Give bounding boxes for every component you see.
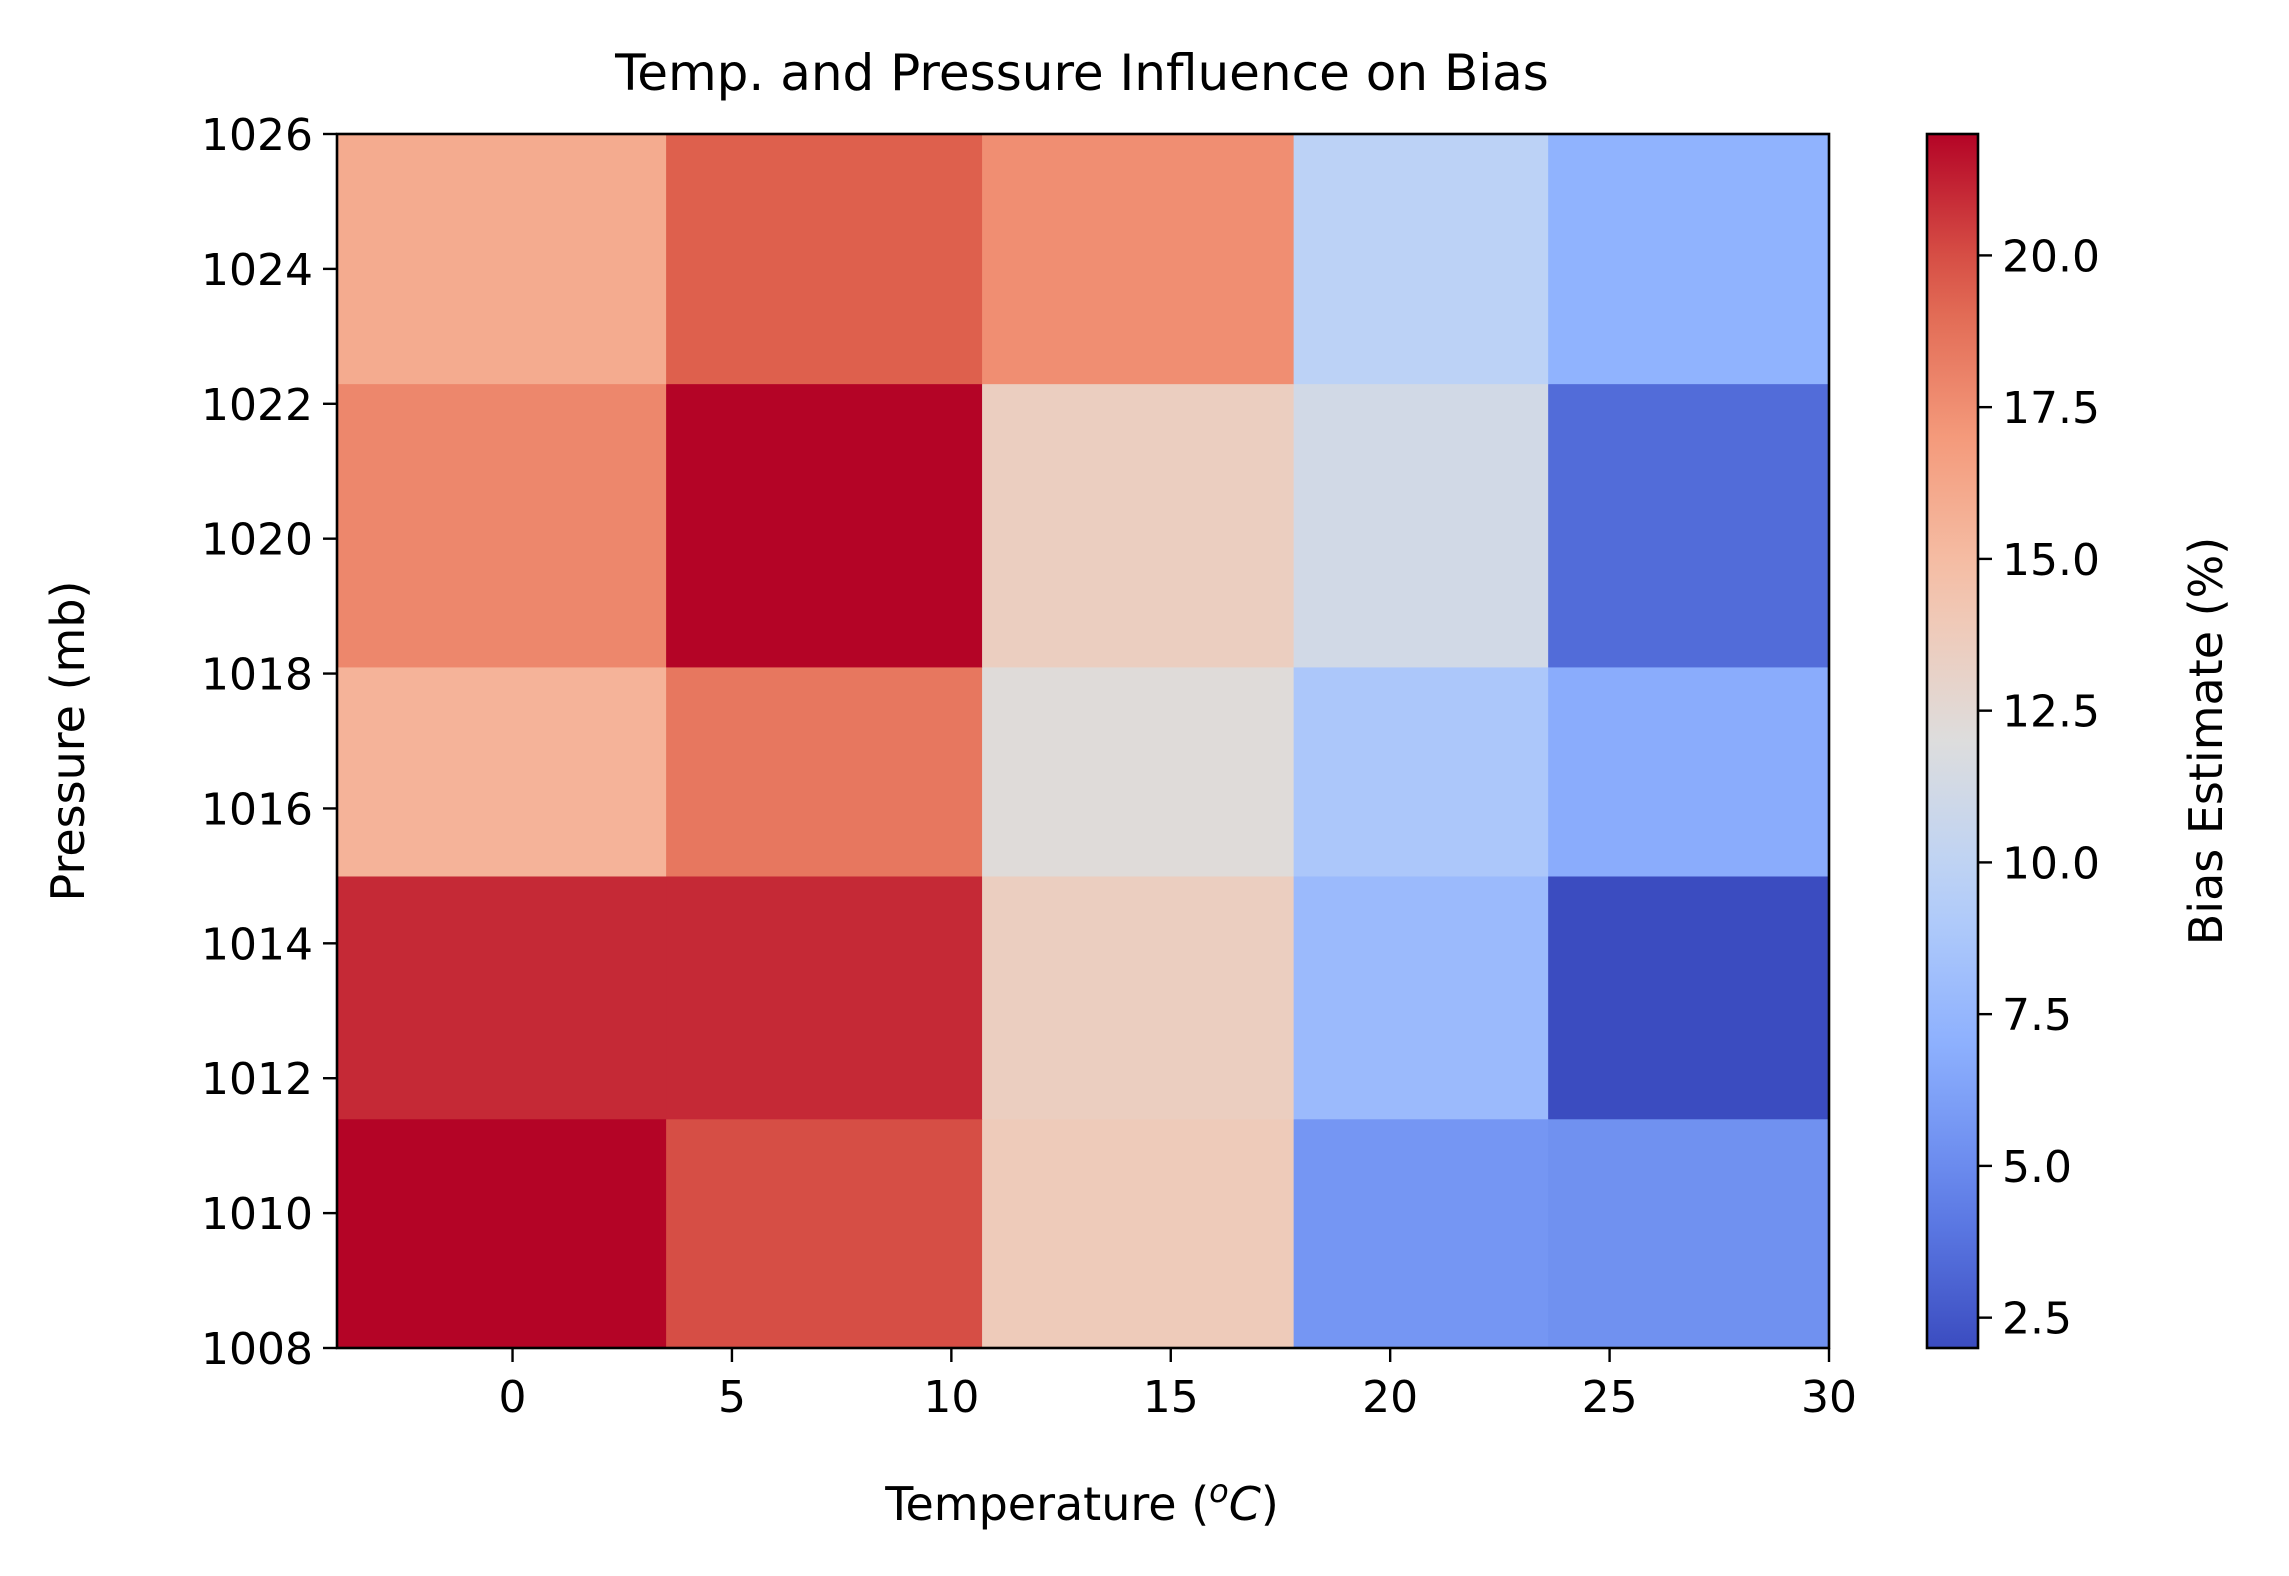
heatmap-cell [337, 1118, 667, 1349]
heatmap-cell [1548, 875, 1830, 1120]
colorbar-ticks: 2.5 5.0 7.5 10.0 12.5 15.0 17.5 20.0 [1978, 231, 2100, 1345]
y-axis-ticks: 1008 1010 1012 1014 1016 1018 1020 1022 1024 1026 [201, 110, 337, 1375]
colorbar-tick-label: 2.5 [2002, 1294, 2072, 1345]
x-axis-label-unit: C [1229, 1477, 1261, 1531]
y-tick-label: 1020 [201, 515, 313, 566]
x-axis-label-sup: o [1209, 1472, 1229, 1510]
y-tick-label: 1022 [201, 380, 313, 431]
y-tick-label: 1024 [201, 245, 313, 296]
y-tick-label: 1016 [201, 784, 313, 835]
x-tick-label: 30 [1801, 1372, 1857, 1423]
plot-frame [335, 132, 1831, 1350]
heatmap-cell [1293, 1118, 1549, 1349]
y-tick-label: 1026 [201, 110, 313, 161]
heatmap-cell [1548, 666, 1830, 877]
heatmap-cell [982, 383, 1295, 668]
heatmap-cell [982, 875, 1295, 1120]
x-tick-label: 5 [718, 1372, 746, 1423]
heatmap-cell [982, 666, 1295, 877]
heatmap-cell [337, 875, 667, 1120]
heatmap-cell [666, 134, 983, 385]
x-axis-label: Temperature (oC) [884, 1472, 1279, 1531]
x-axis-ticks: 0 5 10 15 20 25 30 [499, 1348, 1857, 1423]
x-tick-label: 20 [1362, 1372, 1418, 1423]
x-axis-label-text: Temperature ( [884, 1477, 1209, 1531]
colorbar-tick-label: 12.5 [2002, 687, 2100, 738]
x-tick-label: 15 [1143, 1372, 1199, 1423]
heatmap-cell [1548, 1118, 1830, 1349]
heatmap-cell [1293, 134, 1549, 385]
y-axis-label: Pressure (mb) [41, 581, 95, 902]
colorbar-tick-label: 20.0 [2002, 231, 2100, 282]
heatmap-cell [982, 1118, 1295, 1349]
heatmap-cell [666, 383, 983, 668]
colorbar-label: Bias Estimate (%) [2179, 537, 2233, 946]
heatmap-cell [337, 134, 667, 385]
x-tick-label: 25 [1582, 1372, 1638, 1423]
heatmap-cell [982, 134, 1295, 385]
heatmap-cell [337, 383, 667, 668]
heatmap-cell [337, 666, 667, 877]
colorbar-tick-label: 10.0 [2002, 838, 2100, 889]
colorbar-tick-label: 7.5 [2002, 990, 2072, 1041]
x-tick-label: 10 [923, 1372, 979, 1423]
y-tick-label: 1010 [201, 1189, 313, 1240]
colorbar-tick-label: 15.0 [2002, 535, 2100, 586]
x-axis-label-close: ) [1261, 1477, 1279, 1531]
x-tick-label: 0 [499, 1372, 527, 1423]
heatmap-cell [666, 875, 983, 1120]
colorbar [1927, 134, 1978, 1348]
heatmap-cell [1293, 666, 1549, 877]
heatmap-cell [1293, 383, 1549, 668]
heatmap-cell [666, 1118, 983, 1349]
heatmap-cell [1548, 134, 1830, 385]
colorbar-tick-label: 5.0 [2002, 1142, 2072, 1193]
y-tick-label: 1014 [201, 919, 313, 970]
colorbar-tick-label: 17.5 [2002, 383, 2100, 434]
chart-title: Temp. and Pressure Influence on Bias [614, 44, 1549, 102]
heatmap-cell [666, 666, 983, 877]
heatmap-cells [337, 134, 1830, 1349]
y-tick-label: 1018 [201, 650, 313, 701]
colorbar-frame [1925, 132, 1980, 1350]
heatmap-cell [1548, 383, 1830, 668]
y-tick-label: 1008 [201, 1324, 313, 1375]
heatmap-cell [1293, 875, 1549, 1120]
y-tick-label: 1012 [201, 1054, 313, 1105]
